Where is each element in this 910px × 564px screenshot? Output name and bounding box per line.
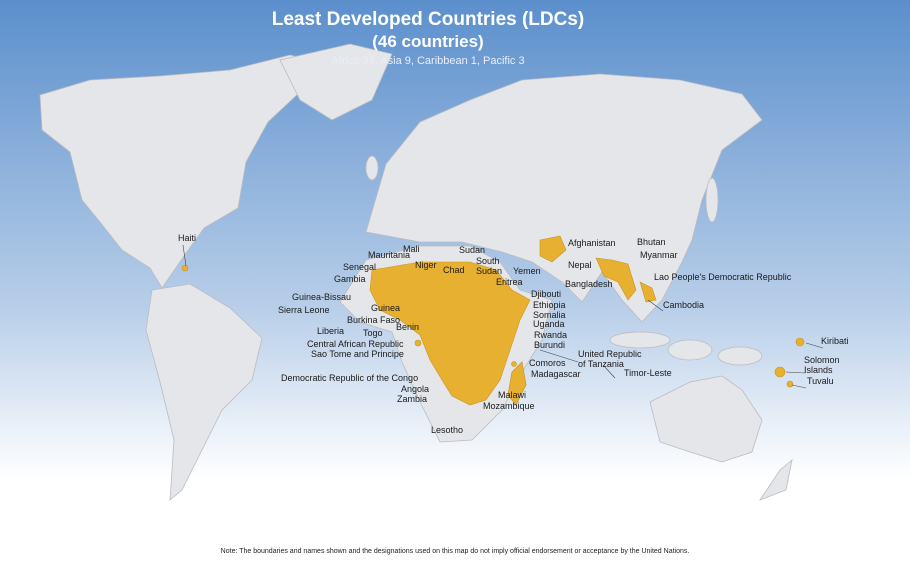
country-label: Timor-Leste [624,368,672,378]
country-label: Senegal [343,262,376,272]
note: Note: The boundaries and names shown and… [221,548,690,555]
country-label: Solomon [804,355,840,365]
country-label: Tuvalu [807,376,834,386]
ldc-areas [181,235,805,406]
country-label: Eritrea [496,277,523,287]
country-label: Togo [363,328,383,338]
country-label: United Republic [578,349,642,359]
country-label: Kiribati [821,336,849,346]
country-label: of Tanzania [578,359,624,369]
country-label: Mozambique [483,401,535,411]
country-label: Islands [804,365,833,375]
country-label: Comoros [529,358,566,368]
country-label: Yemen [513,266,541,276]
country-label: Burkina Faso [347,315,400,325]
country-label: Bangladesh [565,279,613,289]
country-label: Malawi [498,390,526,400]
country-label: Angola [401,384,429,394]
country-label: Somalia [533,310,566,320]
country-label: Sao Tome and Principe [311,349,404,359]
title: Least Developed Countries (LDCs) [272,9,585,30]
country-label: Djibouti [531,289,561,299]
country-label: Sierra Leone [278,305,330,315]
country-label: Rwanda [534,330,567,340]
country-label: Zambia [397,394,427,404]
subtitle: (46 countries) [372,32,483,51]
country-label: Democratic Republic of the Congo [281,373,418,383]
country-label: Nepal [568,260,592,270]
country-label: Liberia [317,326,344,336]
leader-lines [182,244,824,389]
country-label: Gambia [334,274,366,284]
regions: Africa 33, Asia 9, Caribbean 1, Pacific … [331,55,524,67]
country-label: Niger [415,260,437,270]
country-label: Sudan [476,266,502,276]
country-label: Uganda [533,319,565,329]
country-label: Benin [396,322,419,332]
country-label: Afghanistan [568,238,616,248]
country-label: Haiti [178,233,196,243]
country-label: Lesotho [431,425,463,435]
country-label: Mali [403,244,420,254]
country-label: Ethiopia [533,300,566,310]
country-label: Guinea-Bissau [292,292,351,302]
country-label: Guinea [371,303,400,313]
country-label: Chad [443,265,465,275]
country-label: Central African Republic [307,339,404,349]
country-label: Madagascar [531,369,581,379]
country-label: Burundi [534,340,565,350]
country-label: Mauritania [368,250,410,260]
country-label: Bhutan [637,237,666,247]
country-label: Cambodia [663,300,704,310]
country-label: Lao People's Democratic Republic [654,272,792,282]
country-label: South [476,256,500,266]
country-label: Myanmar [640,250,678,260]
country-label: Sudan [459,245,485,255]
